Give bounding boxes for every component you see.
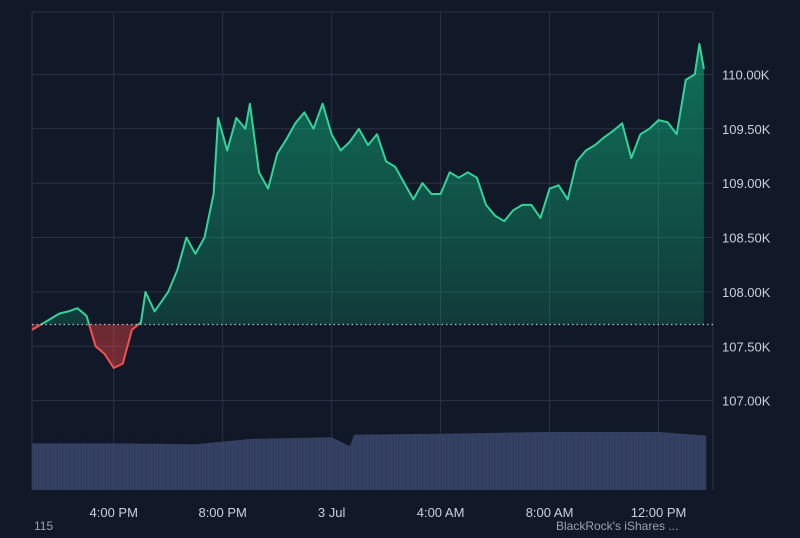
- price-area: [32, 43, 704, 368]
- footer-left-text: 115: [34, 519, 54, 533]
- x-axis: 4:00 PM 8:00 PM 3 Jul 4:00 AM 8:00 AM 12:00 P…: [90, 505, 687, 520]
- y-axis: 107.00K 107.50K 108.00K 108.50K 109.00K 109.5…: [722, 67, 771, 408]
- footer-right-text[interactable]: BlackRock's iShares ...: [556, 519, 679, 533]
- volume-bars: [32, 432, 707, 490]
- x-tick-label: 3 Jul: [318, 505, 346, 520]
- x-tick-label: 4:00 AM: [417, 505, 465, 520]
- x-tick-label: 8:00 PM: [198, 505, 246, 520]
- price-area-down: [32, 324, 704, 368]
- y-tick-label: 110.00K: [722, 67, 770, 82]
- y-tick-label: 108.50K: [722, 231, 771, 246]
- volume-area: [32, 432, 707, 490]
- y-tick-label: 107.50K: [722, 339, 771, 354]
- y-tick-label: 108.00K: [722, 285, 771, 300]
- x-tick-label: 12:00 PM: [631, 505, 687, 520]
- x-tick-label: 8:00 AM: [526, 505, 574, 520]
- price-area-up: [41, 43, 704, 325]
- y-tick-label: 107.00K: [722, 394, 771, 409]
- x-tick-label: 4:00 PM: [90, 505, 138, 520]
- price-line: [31, 42, 705, 369]
- y-tick-label: 109.50K: [722, 122, 771, 137]
- price-line-up: [39, 42, 705, 325]
- y-tick-label: 109.00K: [722, 176, 771, 191]
